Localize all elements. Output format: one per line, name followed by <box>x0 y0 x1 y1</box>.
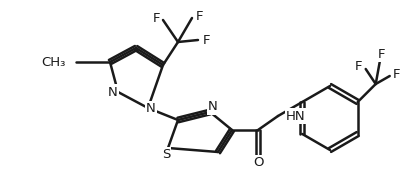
Text: F: F <box>195 10 203 22</box>
Text: F: F <box>393 67 401 81</box>
Text: F: F <box>202 33 210 47</box>
Text: N: N <box>108 86 118 98</box>
Text: N: N <box>208 101 218 113</box>
Text: HN: HN <box>286 109 305 123</box>
Text: N: N <box>146 102 156 116</box>
Text: S: S <box>162 149 170 162</box>
Text: CH₃: CH₃ <box>41 55 66 69</box>
Text: F: F <box>378 48 385 60</box>
Text: F: F <box>152 12 160 25</box>
Text: O: O <box>253 157 263 169</box>
Text: F: F <box>355 60 362 74</box>
